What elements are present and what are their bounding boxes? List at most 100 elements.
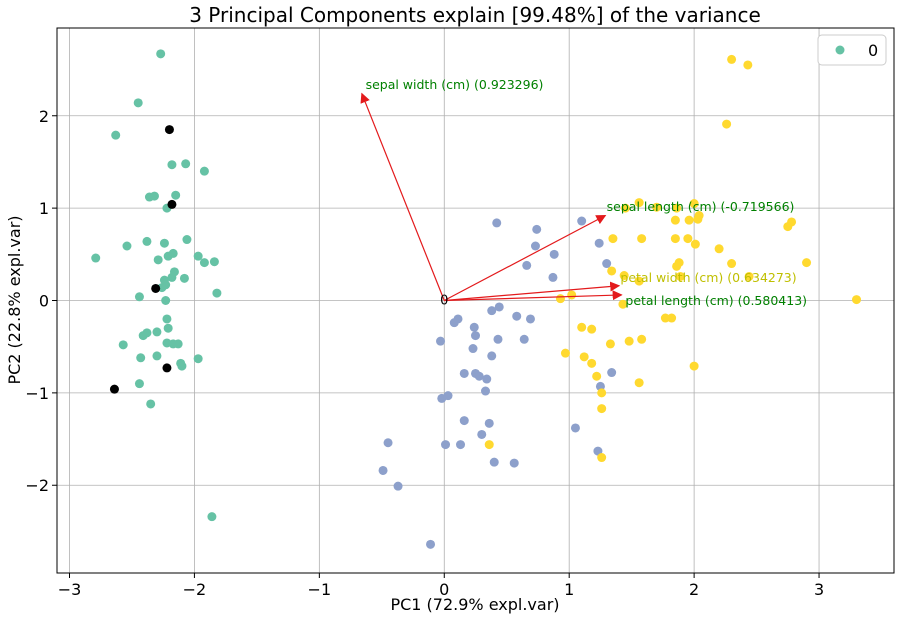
scatter-point	[567, 290, 577, 300]
y-tick-label: 0	[39, 292, 49, 311]
scatter-point	[660, 313, 670, 323]
scatter-point	[193, 251, 203, 261]
scatter-point	[607, 266, 617, 276]
scatter-point	[577, 216, 587, 226]
scatter-point	[530, 241, 540, 251]
scatter-point	[177, 361, 187, 371]
data-points	[91, 49, 862, 549]
scatter-point	[199, 258, 209, 268]
scatter-point	[532, 224, 542, 234]
scatter-point	[683, 234, 693, 244]
scatter-point	[512, 311, 522, 321]
scatter-point	[802, 258, 812, 268]
scatter-point	[122, 241, 132, 251]
scatter-point	[689, 199, 699, 209]
scatter-point	[164, 125, 174, 135]
scatter-point	[480, 386, 490, 396]
y-tick-label: 2	[39, 107, 49, 126]
loading-arrow	[443, 214, 607, 302]
scatter-point	[153, 255, 163, 265]
scatter-point	[555, 294, 565, 304]
loading-arrows: sepal width (cm) (0.923296) sepal length …	[360, 77, 807, 308]
scatter-point	[560, 348, 570, 358]
scatter-point	[509, 458, 519, 468]
scatter-point	[689, 361, 699, 371]
scatter-point	[182, 235, 192, 245]
scatter-point	[437, 393, 447, 403]
scatter-point	[167, 160, 177, 170]
loading-arrow	[360, 92, 445, 301]
scatter-point	[162, 363, 172, 373]
scatter-point	[151, 283, 161, 293]
scatter-point	[637, 234, 647, 244]
scatter-point	[161, 296, 171, 305]
scatter-point	[179, 273, 189, 283]
scatter-point	[469, 322, 479, 332]
scatter-point	[118, 340, 128, 350]
axis-ticks: −3 −2 −1 0 1 2 3 −2 −1 0 1 2	[25, 107, 824, 599]
scatter-point	[138, 331, 148, 341]
scatter-point	[159, 238, 169, 248]
loading-label: petal width (cm) (0.634273)	[620, 270, 796, 285]
scatter-point	[484, 440, 494, 450]
scatter-point	[587, 324, 597, 334]
scatter-point	[487, 306, 497, 316]
scatter-point	[181, 159, 191, 169]
scatter-point	[652, 202, 662, 212]
scatter-point	[436, 336, 446, 346]
scatter-point	[684, 215, 694, 225]
scatter-point	[548, 272, 558, 282]
scatter-point	[570, 423, 580, 433]
scatter-point	[549, 249, 559, 259]
scatter-point	[163, 323, 173, 333]
scatter-point	[619, 271, 629, 281]
x-tick-label: 1	[564, 580, 574, 599]
scatter-point	[519, 334, 529, 344]
scatter-point	[134, 292, 144, 302]
scatter-point	[142, 236, 152, 246]
scatter-point	[693, 214, 703, 224]
x-tick-label: −2	[183, 580, 207, 599]
scatter-point	[471, 331, 480, 341]
scatter-point	[152, 327, 162, 337]
scatter-point	[109, 384, 119, 394]
loading-label: sepal length (cm) (-0.719566)	[607, 199, 795, 214]
scatter-point	[449, 318, 459, 328]
scatter-point	[468, 344, 478, 354]
scatter-point	[171, 190, 181, 200]
x-tick-label: −3	[58, 580, 82, 599]
scatter-point	[579, 352, 589, 362]
scatter-point	[618, 299, 628, 309]
legend: 0	[817, 34, 887, 66]
scatter-point	[634, 198, 644, 208]
scatter-point	[743, 60, 753, 70]
scatter-point	[525, 314, 535, 324]
scatter-point	[149, 191, 159, 201]
scatter-point	[477, 429, 487, 439]
scatter-point	[714, 244, 724, 254]
scatter-point	[594, 238, 604, 248]
scatter-point	[672, 203, 682, 213]
scatter-point	[783, 222, 793, 232]
legend-label: 0	[868, 41, 878, 60]
scatter-point	[608, 234, 618, 244]
y-tick-label: 1	[39, 199, 49, 218]
scatter-point	[487, 351, 497, 361]
scatter-point	[605, 339, 615, 349]
scatter-point	[162, 314, 172, 324]
scatter-point	[393, 481, 403, 491]
y-axis-label: PC2 (22.8% expl.var)	[5, 215, 24, 384]
scatter-point	[637, 334, 647, 344]
scatter-point	[672, 261, 682, 271]
scatter-point	[156, 49, 166, 59]
scatter-point	[146, 399, 156, 409]
scatter-point	[378, 465, 388, 475]
scatter-point	[134, 379, 144, 389]
loading-arrow	[444, 290, 623, 302]
scatter-point	[675, 271, 685, 281]
loading-label: sepal width (cm) (0.923296)	[366, 77, 544, 92]
scatter-point	[482, 374, 492, 384]
scatter-point	[727, 54, 737, 64]
scatter-point	[494, 302, 504, 312]
